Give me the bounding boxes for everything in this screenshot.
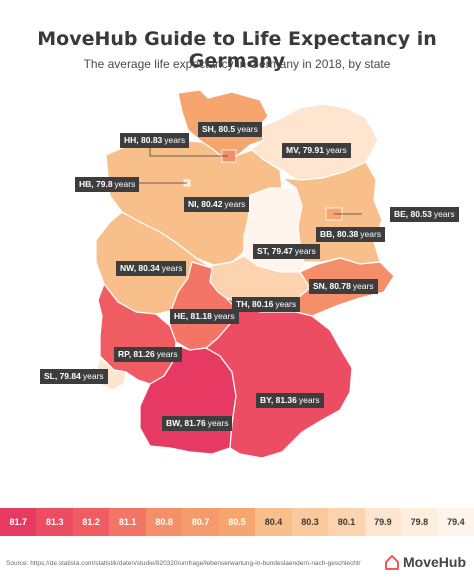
state-label-unit: years [237,124,258,134]
state-label-hb: HB, 79.8 years [75,177,140,192]
state-label-st: ST, 79.47 years [253,244,320,259]
map-title: MoveHub Guide to Life Expectancy in Germ… [37,28,437,72]
legend-cell: 80.8 [145,508,183,536]
state-label-unit: years [360,229,382,239]
state-st [243,187,307,273]
state-label-sh: SH, 80.5 years [198,122,262,137]
state-label-unit: years [224,199,246,209]
state-label-unit: years [164,135,186,145]
legend-cell: 80.7 [182,508,219,536]
movehub-logo: MoveHub [384,554,466,570]
state-label-sn: SN, 80.78 years [309,279,378,294]
legend-cell: 80.4 [255,508,292,536]
state-label-unit: years [294,246,316,256]
state-label-unit: years [213,311,235,321]
state-label-unit: years [352,281,374,291]
map-subtitle: The average life expectancy in Germany i… [83,57,391,71]
legend-cell: 81.3 [36,508,73,536]
legend-cell: 81.2 [72,508,110,536]
state-label-mv: MV, 79.91 years [282,143,351,158]
state-by [205,297,353,459]
state-label-code-value: SN, 80.78 [313,281,351,291]
state-label-code-value: SL, 79.84 [44,371,81,381]
state-label-sl: SL, 79.84 years [40,369,108,384]
legend-cell: 81.7 [0,508,37,536]
state-label-ni: NI, 80.42 years [184,197,250,212]
logo-text: MoveHub [403,554,466,570]
legend-cell: 80.5 [218,508,256,536]
state-label-th: TH, 80.16 years [232,297,301,312]
state-label-unit: years [325,145,347,155]
state-label-code-value: HH, 80.83 [124,135,163,145]
state-label-code-value: BB, 80.38 [320,229,359,239]
state-label-be: BE, 80.53 years [390,207,459,222]
state-label-code-value: NW, 80.34 [120,263,160,273]
legend-cell: 80.3 [291,508,329,536]
source-text: Source: https://de.statista.com/statisti… [6,560,361,567]
state-label-code-value: HB, 79.8 [79,179,113,189]
state-label-unit: years [298,395,320,405]
house-icon [385,555,399,570]
state-label-unit: years [156,349,178,359]
state-label-unit: years [114,179,136,189]
state-label-unit: years [161,263,183,273]
state-label-code-value: MV, 79.91 [286,145,324,155]
state-label-unit: years [82,371,104,381]
legend-cell: 80.1 [328,508,365,536]
state-label-code-value: NI, 80.42 [188,199,223,209]
state-label-code-value: RP, 81.26 [118,349,155,359]
state-label-code-value: HE, 81.18 [174,311,212,321]
state-label-rp: RP, 81.26 years [114,347,182,362]
state-label-he: HE, 81.18 years [170,309,239,324]
state-label-nw: NW, 80.34 years [116,261,187,276]
state-label-code-value: BE, 80.53 [394,209,432,219]
state-label-hh: HH, 80.83 years [120,133,190,148]
state-label-unit: years [275,299,297,309]
state-label-code-value: SH, 80.5 [202,124,236,134]
state-label-bw: BW, 81.76 years [162,416,233,431]
legend-cell: 79.9 [364,508,402,536]
legend-cell: 79.4 [437,508,474,536]
legend-cell: 81.1 [109,508,146,536]
legend-cell: 79.8 [401,508,438,536]
state-label-code-value: BW, 81.76 [166,418,206,428]
state-label-unit: years [433,209,455,219]
leader-line-hh [149,145,228,157]
state-label-code-value: BY, 81.36 [260,395,297,405]
state-label-bb: BB, 80.38 years [316,227,386,242]
state-label-code-value: ST, 79.47 [257,246,293,256]
state-label-code-value: TH, 80.16 [236,299,274,309]
state-label-by: BY, 81.36 years [256,393,324,408]
state-label-unit: years [207,418,229,428]
color-legend: 81.7 81.3 81.2 81.1 80.8 80.7 80.5 80.4 80.3 80.1… [0,508,474,536]
